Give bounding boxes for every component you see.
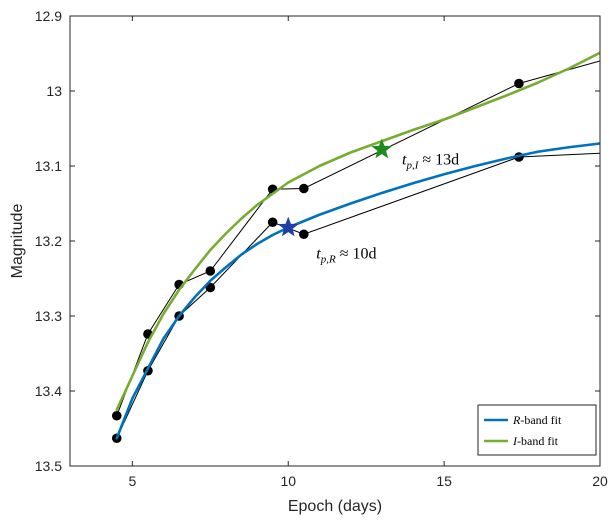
- observation-point-i: [514, 78, 524, 89]
- legend-label-r: R-band fit: [512, 413, 562, 427]
- x-tick-label: 15: [436, 473, 452, 489]
- axes-layer: 5 10 15 20 12.9 13 13.1 13.2 13.3 13.4 13.5: [35, 8, 608, 489]
- x-tick-label: 20: [592, 473, 608, 489]
- observation-line-i: [116, 60, 600, 416]
- y-tick-label: 12.9: [35, 8, 62, 24]
- fit-line-i-band: [115, 51, 600, 412]
- peak-layer: tp,R ≈ 10d tp,I ≈ 13d: [277, 138, 459, 265]
- y-tick-label: 13.4: [35, 383, 62, 399]
- y-tick-label: 13.5: [35, 458, 62, 474]
- fit-layer: [115, 51, 600, 440]
- y-tick-label: 13.1: [35, 158, 62, 174]
- x-tick-label: 10: [280, 473, 296, 489]
- x-axis-label: Epoch (days): [288, 498, 382, 515]
- observation-point-r: [267, 217, 278, 228]
- peak-label-i: tp,I ≈ 13d: [402, 152, 459, 172]
- plot-background: [70, 16, 600, 466]
- legend-box: [477, 404, 597, 456]
- observation-point-i: [205, 266, 216, 276]
- peak-star-i: [371, 138, 393, 159]
- observation-point-r: [299, 229, 309, 240]
- plot-area: [70, 16, 600, 466]
- peak-label-r: tp,R ≈ 10d: [316, 245, 376, 265]
- legend-label-i: I-band fit: [512, 434, 559, 448]
- y-tick-label: 13: [46, 83, 62, 99]
- y-tick-label: 13.2: [35, 233, 62, 249]
- y-axis-label: Magnitude: [9, 204, 26, 279]
- observation-point-i: [299, 183, 309, 194]
- x-tick-label: 5: [128, 473, 136, 489]
- peak-star-r: [277, 216, 299, 237]
- fit-line-r-band: [115, 142, 600, 440]
- observation-point-i: [111, 410, 122, 421]
- legend: R-band fit I-band fit: [477, 404, 597, 456]
- y-tick-label: 13.3: [35, 308, 62, 324]
